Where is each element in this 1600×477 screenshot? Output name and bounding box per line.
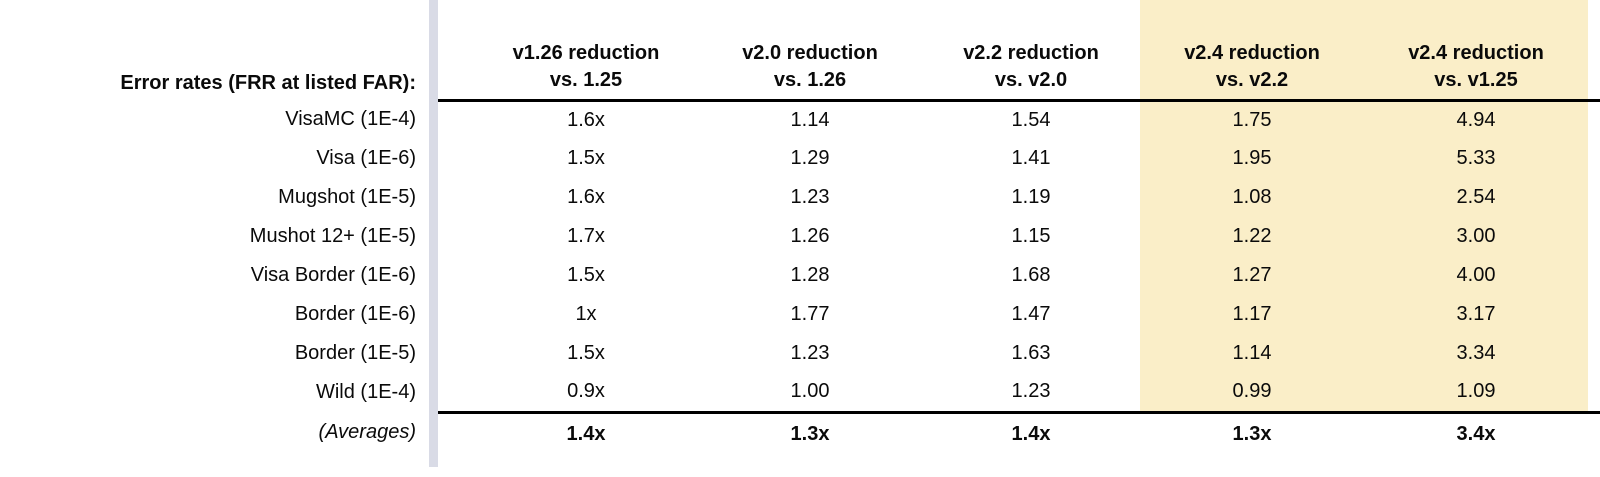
header-row: Error rates (FRR at listed FAR): v1.26 r… <box>0 0 1600 102</box>
cell-value: 1.63 <box>1011 342 1051 364</box>
cell-value: 5.33 <box>1364 139 1588 178</box>
filler-cell <box>1588 100 1600 139</box>
cell-value: 1.41 <box>1011 147 1051 169</box>
table-row: Border (1E-5) 1.5x 1.23 1.63 1.14 3.34 <box>0 334 1600 373</box>
average-value: 1.4x <box>922 410 1140 462</box>
average-value: 1.3x <box>698 410 922 462</box>
average-value: 1.3x <box>1140 410 1364 462</box>
column-header-line1: v2.4 reduction <box>1184 41 1320 64</box>
row-label: Border (1E-6) <box>294 303 416 325</box>
row-label: Mugshot (1E-5) <box>278 186 416 208</box>
row-label: Mushot 12+ (1E-5) <box>249 225 416 247</box>
column-header-line2: vs. 1.26 <box>773 68 847 91</box>
column-header-v22: v2.2 reduction vs. v2.0 <box>922 0 1140 102</box>
header-filler-cell <box>1588 0 1600 102</box>
cell-value: 3.00 <box>1364 217 1588 256</box>
filler-cell <box>1588 178 1600 217</box>
cell-value: 0.9x <box>567 380 605 403</box>
row-label: Border (1E-5) <box>294 342 416 364</box>
filler-cell <box>1588 410 1600 462</box>
table-row: Wild (1E-4) 0.9x 1.00 1.23 0.99 1.09 <box>0 373 1600 412</box>
cell-value: 3.34 <box>1364 334 1588 373</box>
cell-value: 3.17 <box>1364 295 1588 334</box>
filler-cell <box>1588 334 1600 373</box>
error-rates-table: Error rates (FRR at listed FAR): v1.26 r… <box>0 0 1600 462</box>
column-header-line2: vs. v2.2 <box>1215 68 1289 91</box>
table-title: Error rates (FRR at listed FAR): <box>120 72 416 94</box>
cell-value: 1.7x <box>567 225 605 247</box>
cell-value: 0.99 <box>1140 373 1364 412</box>
column-header-v126: v1.26 reduction vs. 1.25 <box>474 0 698 102</box>
cell-value: 1.23 <box>1011 380 1051 403</box>
table-row: Visa (1E-6) 1.5x 1.29 1.41 1.95 5.33 <box>0 139 1600 178</box>
cell-value: 4.00 <box>1364 256 1588 295</box>
filler-cell <box>1588 217 1600 256</box>
cell-value: 1.75 <box>1140 100 1364 139</box>
cell-value: 1.22 <box>1140 217 1364 256</box>
cell-value: 1.5x <box>567 264 605 286</box>
cell-value: 1.28 <box>790 264 830 286</box>
average-value: 1.4x <box>474 410 698 462</box>
column-header-line2: vs. 1.25 <box>549 68 623 91</box>
averages-row: (Averages) 1.4x 1.3x 1.4x 1.3x 3.4x <box>0 410 1600 462</box>
column-header-line1: v2.0 reduction <box>742 41 878 64</box>
filler-cell <box>1588 139 1600 178</box>
table-row: Visa Border (1E-6) 1.5x 1.28 1.68 1.27 4… <box>0 256 1600 295</box>
column-header-line2: vs. v1.25 <box>1434 68 1518 91</box>
column-header-line2: vs. v2.0 <box>994 68 1068 91</box>
table-row: Border (1E-6) 1x 1.77 1.47 1.17 3.17 <box>0 295 1600 334</box>
column-header-v24-vs-v22: v2.4 reduction vs. v2.2 <box>1140 0 1364 102</box>
cell-value: 4.94 <box>1364 100 1588 139</box>
cell-value: 1.29 <box>790 147 830 169</box>
column-header-line1: v2.2 reduction <box>963 41 1099 64</box>
cell-value: 1.19 <box>1011 186 1051 208</box>
cell-value: 1.09 <box>1364 373 1588 412</box>
filler-cell <box>1588 295 1600 334</box>
row-label: Visa (1E-6) <box>316 147 416 169</box>
row-label: VisaMC (1E-4) <box>285 108 416 130</box>
row-label: Visa Border (1E-6) <box>250 264 416 286</box>
cell-value: 1.23 <box>790 342 830 364</box>
cell-value: 1.54 <box>1011 108 1051 131</box>
cell-value: 1.6x <box>567 186 605 208</box>
column-header-line1: v1.26 reduction <box>512 41 660 64</box>
cell-value: 1.68 <box>1011 264 1051 286</box>
cell-value: 1.27 <box>1140 256 1364 295</box>
cell-value: 1.08 <box>1140 178 1364 217</box>
cell-value: 1.77 <box>790 303 830 325</box>
cell-value: 1.95 <box>1140 139 1364 178</box>
table-row: Mushot 12+ (1E-5) 1.7x 1.26 1.15 1.22 3.… <box>0 217 1600 256</box>
cell-value: 1.5x <box>567 342 605 364</box>
table-body: VisaMC (1E-4) 1.6x 1.14 1.54 1.75 4.94 V… <box>0 100 1600 412</box>
filler-cell <box>1588 373 1600 412</box>
cell-value: 1.15 <box>1011 225 1051 247</box>
cell-value: 1.47 <box>1011 303 1051 325</box>
cell-value: 1.26 <box>790 225 830 247</box>
cell-value: 1.14 <box>790 108 830 131</box>
column-divider-bar <box>429 0 438 467</box>
cell-value: 1.6x <box>567 108 605 131</box>
cell-value: 1x <box>575 303 597 325</box>
table-row: VisaMC (1E-4) 1.6x 1.14 1.54 1.75 4.94 <box>0 100 1600 139</box>
column-header-line1: v2.4 reduction <box>1408 41 1544 64</box>
cell-value: 1.5x <box>567 147 605 169</box>
cell-value: 1.23 <box>790 186 830 208</box>
filler-cell <box>1588 256 1600 295</box>
column-header-v20: v2.0 reduction vs. 1.26 <box>698 0 922 102</box>
cell-value: 1.14 <box>1140 334 1364 373</box>
averages-label: (Averages) <box>318 421 416 443</box>
table-row: Mugshot (1E-5) 1.6x 1.23 1.19 1.08 2.54 <box>0 178 1600 217</box>
average-value: 3.4x <box>1364 410 1588 462</box>
cell-value: 1.00 <box>790 380 830 403</box>
row-label: Wild (1E-4) <box>315 381 416 403</box>
column-header-v24-vs-v125: v2.4 reduction vs. v1.25 <box>1364 0 1588 102</box>
cell-value: 2.54 <box>1364 178 1588 217</box>
cell-value: 1.17 <box>1140 295 1364 334</box>
